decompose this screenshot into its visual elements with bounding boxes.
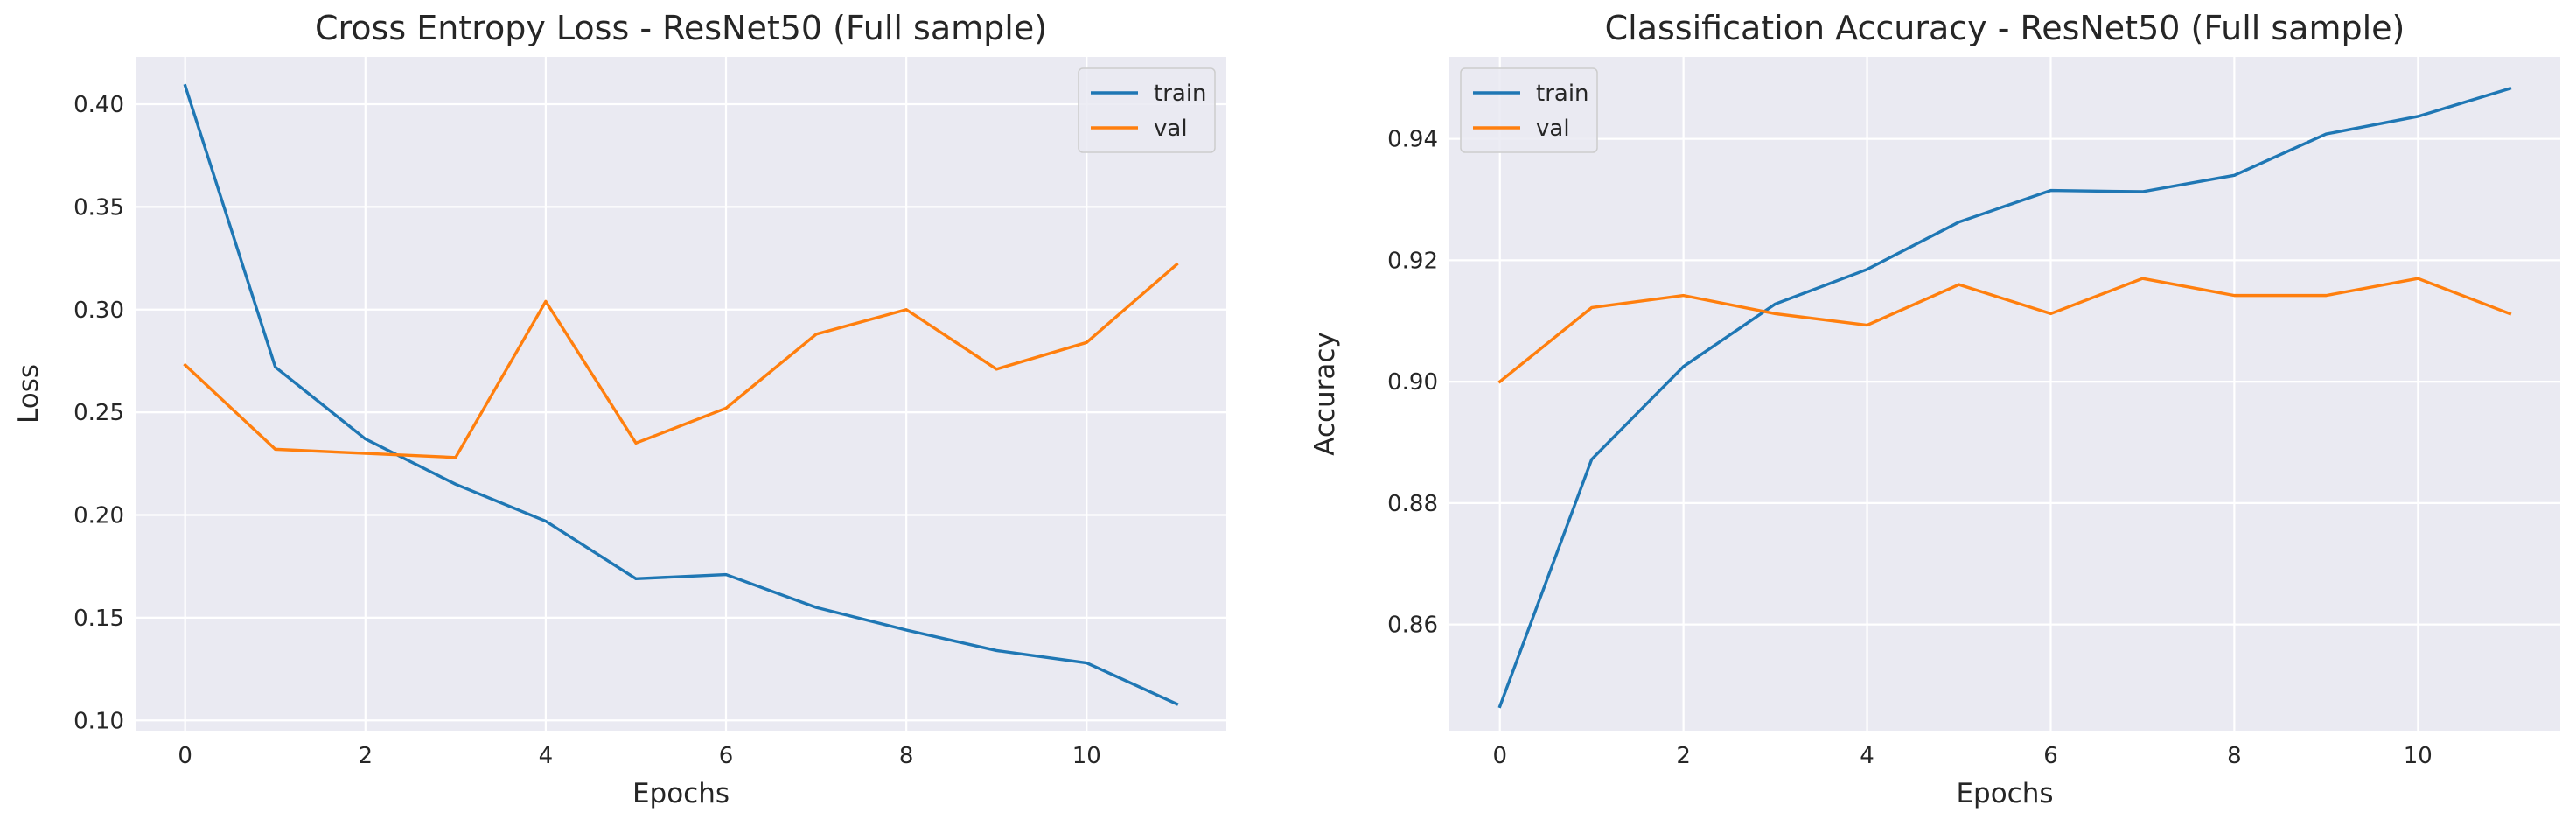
data-point-train [2049,189,2052,193]
chart-panel-2: 0 2 4 6 8 10 0.86 0.88 0.90 0.92 0.94 Classificatio… [1309,9,2560,809]
x-tick-label: 4 [539,743,554,769]
data-point-val [364,452,367,455]
y-tick-label: 0.25 [73,400,124,426]
series-line-val [183,262,1179,459]
data-point-train [2416,115,2419,118]
y-tick-label: 0.92 [1387,248,1438,274]
data-point-val [1866,324,1869,327]
data-point-val [2416,277,2419,280]
data-point-val [184,363,187,367]
data-point-train [274,365,277,368]
series-line-val [1497,277,2512,384]
y-tick-label: 0.35 [73,194,124,221]
data-point-train [2140,190,2144,193]
x-tick-label: 10 [2404,743,2433,769]
y-axis-label: Accuracy [1309,332,1341,456]
data-point-val [1682,294,1686,298]
data-point-train [634,577,638,580]
data-point-train [2324,132,2328,136]
data-point-train [1682,365,1686,368]
legend-label-val: val [1154,116,1188,142]
x-tick-label: 6 [719,743,734,769]
data-point-val [1498,380,1502,383]
x-tick-label: 8 [899,743,914,769]
x-axis-label: Epochs [632,778,730,809]
x-tick-label: 2 [1676,743,1691,769]
data-point-val [1958,283,1961,286]
data-point-val [274,447,277,451]
data-point-train [544,520,548,523]
plot-area [136,57,1226,731]
y-axis-label: Loss [13,364,45,424]
chart-panel-1: 0 2 4 6 8 10 0.10 0.15 0.20 0.25 0.30 0.35 0.40 Cross… [13,9,1226,809]
y-tick-label: 0.88 [1387,491,1438,517]
chart-title: Classification Accuracy - ResNet50 (Full… [1605,9,2405,47]
legend-label-val: val [1536,116,1570,142]
data-point-val [1085,340,1088,344]
data-point-val [2232,294,2236,298]
data-point-val [454,456,457,459]
data-point-train [1498,704,1502,708]
legend-box [1460,67,1598,153]
data-point-val [904,308,908,312]
y-tick-label: 0.15 [73,606,124,632]
data-point-val [1774,312,1777,315]
y-tick-label: 0.20 [73,503,124,529]
data-point-val [1175,263,1178,266]
data-point-val [544,299,548,303]
y-tick-label: 0.30 [73,298,124,324]
y-tick-label: 0.94 [1387,127,1438,153]
plot-area [1449,57,2560,731]
data-point-train [904,628,908,632]
legend: train val [1078,67,1216,153]
x-tick-label: 8 [2227,743,2242,769]
x-tick-label: 10 [1072,743,1101,769]
chart-title: Cross Entropy Loss - ResNet50 (Full samp… [315,9,1047,47]
x-tick-label: 2 [359,743,373,769]
data-point-train [454,482,457,486]
data-point-val [724,406,728,410]
data-point-train [184,84,187,88]
y-tick-label: 0.86 [1387,613,1438,639]
x-tick-label: 0 [178,743,192,769]
data-point-train [814,606,818,609]
data-point-train [364,438,367,441]
series-line-train [1497,86,2512,709]
data-point-train [995,648,998,652]
data-point-val [814,333,818,336]
data-point-train [2232,173,2236,177]
x-tick-label: 6 [2043,743,2058,769]
legend-label-train: train [1536,81,1589,107]
data-point-train [1866,268,1869,271]
data-point-val [2508,312,2511,315]
data-point-train [1175,702,1178,705]
data-point-val [2324,294,2328,298]
data-point-train [1958,221,1961,224]
series-line-train [183,83,1179,706]
data-point-val [2049,312,2052,315]
data-point-train [724,573,728,577]
x-axis-label: Epochs [1956,778,2053,809]
data-point-val [634,441,638,445]
x-tick-label: 4 [1860,743,1874,769]
legend: train val [1460,67,1598,153]
y-tick-label: 0.40 [73,92,124,118]
data-point-train [1774,302,1777,305]
data-point-val [995,368,998,371]
data-point-train [2508,87,2511,90]
data-point-train [1590,458,1594,461]
x-tick-label: 0 [1492,743,1507,769]
data-point-val [2140,277,2144,280]
data-point-val [1590,305,1594,309]
data-point-train [1085,662,1088,665]
y-tick-label: 0.90 [1387,369,1438,396]
legend-box [1078,67,1216,153]
y-tick-label: 0.10 [73,708,124,734]
legend-label-train: train [1154,81,1207,107]
